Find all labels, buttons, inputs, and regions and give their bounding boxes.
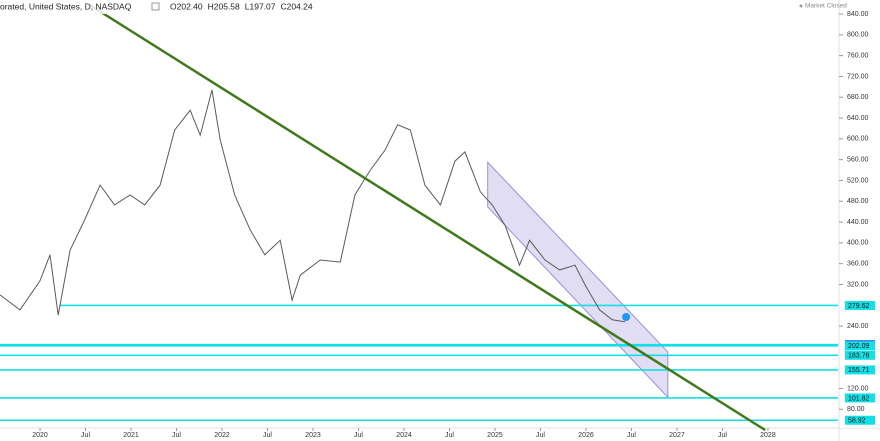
level-label: 279.62 — [848, 303, 870, 310]
y-tick-label: 80.00 — [847, 406, 865, 413]
level-label: 58.92 — [848, 418, 866, 425]
x-tick-label: Jul — [445, 432, 454, 439]
x-tick-label: 2026 — [578, 432, 594, 439]
market-status: Market Closed — [805, 3, 847, 10]
y-tick-label: 480.00 — [847, 198, 869, 205]
level-label-bg — [845, 300, 875, 310]
x-tick-label: 2024 — [396, 432, 412, 439]
level-label: 101.82 — [848, 395, 870, 402]
ohlc-value: H205.58 — [208, 1, 240, 11]
y-tick-label: 680.00 — [847, 94, 869, 101]
x-tick-label: 2022 — [214, 432, 230, 439]
price-marker — [622, 313, 631, 321]
level-label: 183.76 — [848, 353, 870, 360]
price-axis — [840, 0, 880, 428]
x-tick-label: Jul — [354, 432, 363, 439]
y-tick-label: 520.00 — [847, 177, 869, 184]
y-tick-label: 360.00 — [847, 261, 869, 268]
level-label-bg — [845, 365, 875, 375]
ohlc-value: O202.40 — [170, 1, 203, 11]
chart-title: orated, United States, D, NASDAQ — [0, 1, 132, 11]
price-line — [0, 89, 626, 323]
x-tick-label: 2021 — [123, 432, 139, 439]
y-tick-label: 400.00 — [847, 240, 869, 247]
header-bg — [0, 0, 300, 14]
y-tick-label: 720.00 — [847, 73, 869, 80]
x-tick-label: 2025 — [487, 432, 503, 439]
x-tick-label: Jul — [263, 432, 272, 439]
y-tick-label: 240.00 — [847, 323, 869, 330]
level-label-bg — [845, 393, 875, 403]
y-tick-label: 800.00 — [847, 32, 869, 39]
level-label-bg — [845, 415, 875, 425]
x-tick-label: 2023 — [305, 432, 321, 439]
trend-line — [89, 4, 766, 432]
y-tick-label: 840.00 — [847, 11, 869, 18]
y-tick-label: 640.00 — [847, 115, 869, 122]
y-tick-label: 600.00 — [847, 136, 869, 143]
header-icon — [151, 2, 160, 11]
y-tick-label: 560.00 — [847, 156, 869, 163]
level-label: 155.71 — [848, 367, 870, 374]
x-tick-label: 2020 — [32, 432, 48, 439]
y-tick-label: 760.00 — [847, 52, 869, 59]
ohlc-value: C204.24 — [281, 1, 313, 11]
x-tick-label: Jul — [536, 432, 545, 439]
x-tick-label: Jul — [718, 432, 727, 439]
x-tick-label: Jul — [81, 432, 90, 439]
y-tick-label: 120.00 — [847, 385, 869, 392]
y-tick-label: 320.00 — [847, 281, 869, 288]
x-tick-label: Jul — [627, 432, 636, 439]
level-label-bg — [845, 350, 875, 360]
ohlc-value: L197.07 — [245, 1, 276, 11]
level-label: 202.09 — [848, 343, 870, 350]
y-tick-label: 440.00 — [847, 219, 869, 226]
level-label-bg — [845, 341, 875, 351]
x-tick-label: 2028 — [760, 432, 776, 439]
x-tick-label: Jul — [172, 432, 181, 439]
x-tick-label: 2027 — [669, 432, 685, 439]
status-dot — [799, 4, 803, 8]
